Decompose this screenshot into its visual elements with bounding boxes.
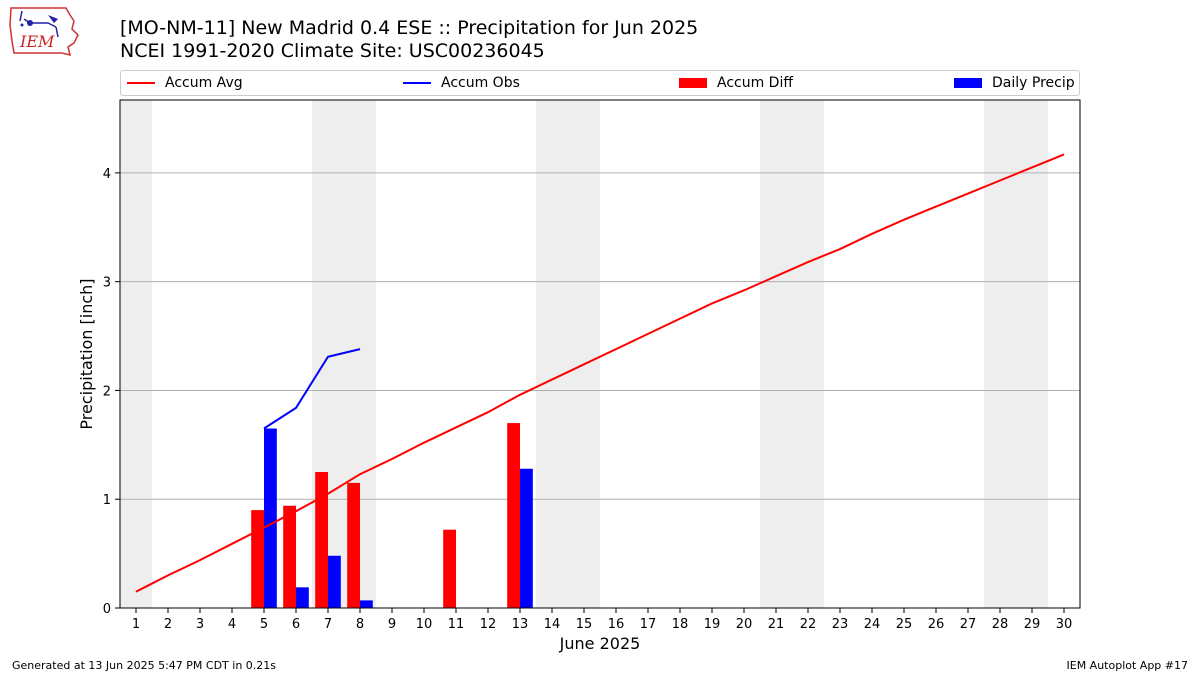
x-tick-label: 28 (992, 617, 1009, 632)
x-tick-label: 24 (864, 617, 881, 632)
bar-accum-diff (251, 510, 264, 608)
x-tick-label: 22 (800, 617, 817, 632)
bar-accum-diff (283, 505, 296, 608)
x-tick-label: 29 (1024, 617, 1041, 632)
legend-label-accum-avg: Accum Avg (165, 75, 243, 91)
x-tick-label: 20 (736, 617, 753, 632)
bar-accum-diff (443, 529, 456, 608)
app-credit: IEM Autoplot App #17 (1066, 659, 1189, 672)
legend-swatch-accum-obs (403, 82, 431, 84)
bar-daily-precip (520, 468, 533, 608)
iowa-map-icon: IEM (9, 7, 79, 57)
bar-accum-diff (347, 482, 360, 608)
x-tick-label: 21 (768, 617, 785, 632)
weekend-shade (760, 100, 824, 608)
x-tick-label: 10 (416, 617, 433, 632)
x-tick-label: 15 (576, 617, 593, 632)
legend-swatch-accum-avg (127, 82, 155, 84)
legend-swatch-accum-diff (679, 78, 707, 88)
bar-daily-precip (328, 555, 341, 608)
legend-item-accum-diff: Accum Diff (679, 74, 793, 92)
bar-daily-precip (264, 428, 277, 608)
bar-daily-precip (360, 600, 373, 608)
plot-frame (119, 99, 1081, 609)
legend-item-accum-obs: Accum Obs (403, 74, 520, 92)
x-tick-label: 1 (132, 617, 140, 632)
y-tick-label: 3 (103, 276, 111, 291)
x-tick-label: 6 (292, 617, 300, 632)
x-tick-label: 25 (896, 617, 913, 632)
x-tick-label: 4 (228, 617, 236, 632)
generated-timestamp: Generated at 13 Jun 2025 5:47 PM CDT in … (12, 659, 277, 672)
x-tick-label: 5 (260, 617, 268, 632)
x-tick-label: 17 (640, 617, 657, 632)
legend-item-accum-avg: Accum Avg (127, 74, 243, 92)
y-tick-label: 4 (103, 167, 111, 182)
x-tick-label: 7 (324, 617, 332, 632)
y-tick-label: 1 (103, 493, 111, 508)
y-tick-label: 0 (103, 602, 111, 617)
legend-item-daily-precip: Daily Precip (954, 74, 1075, 92)
x-tick-label: 12 (480, 617, 497, 632)
x-tick-label: 11 (448, 617, 465, 632)
chart-legend: Accum Avg Accum Obs Accum Diff Daily Pre… (120, 70, 1080, 96)
x-axis-label: June 2025 (559, 634, 641, 653)
x-tick-label: 13 (512, 617, 529, 632)
x-tick-label: 27 (960, 617, 977, 632)
bar-accum-diff (315, 472, 328, 608)
iem-logo: IEM (8, 5, 82, 63)
x-tick-label: 16 (608, 617, 625, 632)
weekend-shade (984, 100, 1048, 608)
chart-title: [MO-NM-11] New Madrid 0.4 ESE :: Precipi… (120, 17, 699, 39)
legend-label-accum-diff: Accum Diff (717, 75, 794, 91)
line-accum-avg (135, 153, 1065, 593)
x-tick-label: 30 (1056, 617, 1073, 632)
x-tick-label: 18 (672, 617, 689, 632)
x-tick-label: 26 (928, 617, 945, 632)
weekend-shade (120, 100, 152, 608)
x-tick-label: 3 (196, 617, 204, 632)
line-accum-obs (263, 348, 361, 430)
x-tick-label: 19 (704, 617, 721, 632)
x-tick-label: 9 (388, 617, 396, 632)
x-tick-label: 8 (356, 617, 364, 632)
x-tick-label: 23 (832, 617, 849, 632)
y-axis-label: Precipitation [inch] (77, 278, 96, 429)
x-tick-label: 2 (164, 617, 172, 632)
bar-daily-precip (296, 587, 309, 608)
weekend-shade (536, 100, 600, 608)
svg-text:IEM: IEM (19, 32, 55, 51)
bar-accum-diff (507, 423, 520, 608)
chart-subtitle: NCEI 1991-2020 Climate Site: USC00236045 (120, 40, 545, 62)
legend-label-daily-precip: Daily Precip (992, 75, 1075, 91)
x-tick-label: 14 (544, 617, 561, 632)
y-tick-label: 2 (103, 384, 111, 399)
legend-label-accum-obs: Accum Obs (441, 75, 520, 91)
legend-swatch-daily-precip (954, 78, 982, 88)
